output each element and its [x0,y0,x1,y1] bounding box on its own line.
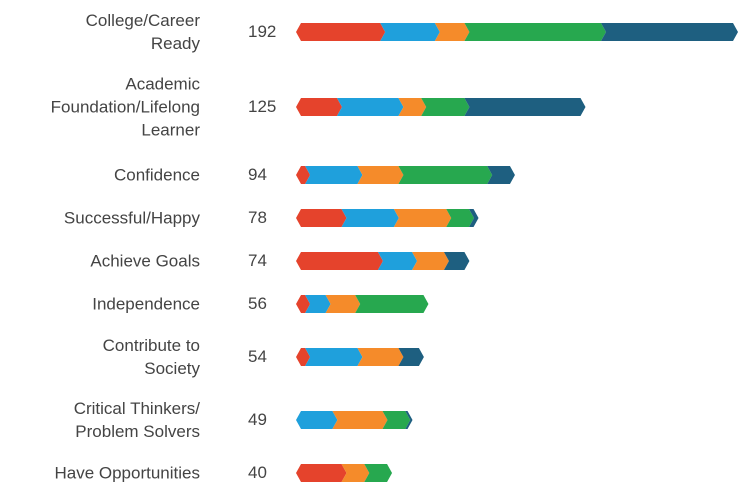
bar-segment [296,23,386,41]
bar-segment [421,98,470,116]
bar-segment [305,166,363,184]
total-label: 192 [248,22,277,41]
bar-segment [398,348,424,366]
bar-segment [296,252,383,270]
category-label: Achieve Goals [90,251,200,271]
bar-segment [296,464,347,482]
bar-segment [325,295,361,313]
total-label: 94 [248,165,267,184]
bar-segment [296,98,342,116]
category-label: Academic Foundation/Lifelong Learner [50,74,200,140]
total-label: 125 [248,97,277,116]
bar-segment [464,98,586,116]
bar-segment [382,411,411,429]
bar-segment [434,23,470,41]
category-label: Contribute to Society [102,336,200,378]
bar-segment [296,295,311,313]
total-label: 78 [248,208,267,227]
total-label: 49 [248,410,267,429]
bar-segment [357,166,404,184]
bar-segment [341,209,399,227]
bar-segment [296,209,347,227]
category-label: Independence [92,294,200,314]
bar-segment [398,98,427,116]
category-label: Have Opportunities [54,463,200,483]
bar-segment [341,464,370,482]
total-label: 54 [248,347,267,366]
bar-segment [405,411,413,429]
total-label: 56 [248,294,267,313]
bar-segment [600,23,738,41]
bar-segment [487,166,515,184]
category-label: College/Career Ready [85,11,200,53]
bar-segment [296,348,311,366]
category-label: Critical Thinkers/ Problem Solvers [73,399,200,441]
bar-segment [296,166,311,184]
category-label: Successful/Happy [63,208,200,228]
bar-segment [296,411,338,429]
bar-segment [355,295,429,313]
bar-segment [464,23,606,41]
bar-segment [305,348,363,366]
total-label: 40 [248,463,267,482]
bar-segment [364,464,393,482]
bar-segment [446,209,474,227]
bar-segment [357,348,404,366]
bar-segment [305,295,331,313]
bar-segment [398,166,493,184]
bar-segment [412,252,449,270]
bar-segment [377,252,418,270]
bar-segment [468,209,479,227]
bar-segment [336,98,404,116]
category-label: Confidence [113,165,200,185]
bar-segment [332,411,388,429]
total-label: 74 [248,251,267,270]
bar-segment [393,209,452,227]
bar-segment [380,23,440,41]
bar-segment [443,252,470,270]
